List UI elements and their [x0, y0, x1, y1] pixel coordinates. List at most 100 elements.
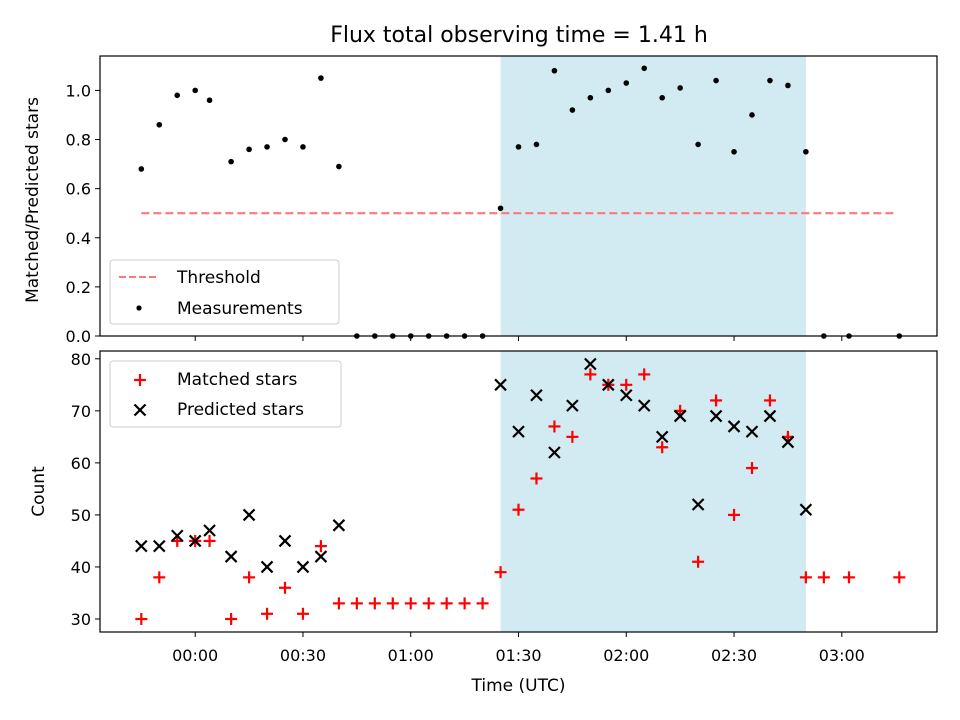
panel-count: 30 40 50 60 70 80 00:00 00:30 01:00 01:30 02:00 02…	[29, 350, 938, 696]
matched-star-point	[656, 441, 669, 454]
measurement-point	[318, 75, 324, 81]
y-ratio-tick-label: 0.8	[66, 131, 91, 150]
matched-star-point	[135, 612, 148, 625]
legend-count: Matched stars Predicted stars	[109, 360, 342, 428]
measurement-point	[731, 148, 737, 155]
matched-star-point	[620, 378, 633, 391]
measurement-point	[282, 136, 288, 143]
matched-star-point	[494, 566, 507, 579]
predicted-star-point	[278, 534, 292, 548]
measurement-point	[785, 82, 791, 89]
measurement-point	[749, 112, 755, 118]
matched-star-point	[893, 571, 906, 584]
predicted-star-point	[745, 425, 759, 438]
measurement-point	[767, 77, 773, 84]
matched-star-point	[386, 597, 399, 610]
matched-star-point	[763, 394, 776, 407]
predicted-star-point	[260, 560, 274, 574]
matched-star-point	[817, 571, 830, 584]
predicted-star-point	[584, 357, 597, 371]
measurement-point	[300, 144, 306, 150]
measurement-point	[497, 205, 504, 212]
y-ratio-tick-label: 0.0	[66, 327, 91, 346]
predicted-star-point	[781, 435, 795, 449]
predicted-star-point	[152, 539, 166, 553]
matched-star-point	[203, 534, 216, 547]
legend-plus-marker	[134, 374, 146, 386]
predicted-star-point	[188, 534, 202, 548]
x-axis-label: Time (UTC)	[471, 676, 566, 696]
matched-star-point	[548, 420, 561, 433]
measurement-point	[677, 85, 683, 91]
y-count-tick-label: 80	[71, 350, 91, 369]
measurement-point	[206, 97, 213, 104]
predicted-star-point	[224, 550, 238, 563]
y-axis-label-ratio: Matched/Predicted stars	[23, 97, 43, 303]
predicted-star-point	[314, 550, 328, 563]
measurement-point	[156, 121, 163, 128]
predicted-star-point	[135, 539, 148, 553]
matched-star-point	[314, 540, 327, 553]
matched-star-point	[458, 597, 471, 610]
y-axis-label-count: Count	[29, 466, 49, 517]
matched-star-point	[745, 462, 758, 475]
matched-star-point	[692, 555, 705, 568]
predicted-star-point	[709, 409, 723, 423]
legend-ratio: Threshold Measurements	[109, 259, 340, 325]
predicted-star-point	[296, 560, 310, 574]
legend-box-ratio	[109, 259, 340, 325]
measurement-point	[533, 141, 540, 148]
matched-star-point	[799, 571, 812, 584]
legend-measurements-label: Measurements	[177, 299, 303, 319]
predicted-star-point	[512, 425, 525, 438]
predicted-star-point	[332, 519, 346, 532]
predicted-star-point	[242, 508, 256, 522]
measurement-point	[246, 146, 252, 153]
legend-predicted-swatch	[133, 403, 147, 417]
x-tick-label: 02:30	[711, 646, 757, 665]
legend-matched-swatch	[134, 374, 146, 386]
matched-star-point	[243, 571, 256, 584]
matched-star-point	[350, 597, 363, 610]
y-count-tick-label: 40	[71, 558, 91, 577]
matched-star-point	[404, 597, 417, 610]
matched-star-point	[440, 597, 453, 610]
measurement-point	[803, 148, 809, 155]
legend-measurements-swatch	[136, 305, 142, 311]
ratio-marks	[138, 65, 903, 339]
matched-star-point	[422, 597, 435, 610]
x-tick-label: 00:00	[172, 646, 218, 665]
measurement-point	[623, 80, 630, 86]
predicted-star-point	[637, 399, 651, 412]
measurement-point	[605, 87, 612, 94]
y-ratio-tick-label: 0.4	[66, 229, 91, 248]
matched-star-point	[728, 508, 741, 521]
measurement-point	[228, 158, 234, 165]
measurement-point	[138, 166, 145, 172]
measurement-point	[569, 107, 576, 113]
matched-star-point	[368, 597, 381, 610]
observing-window-shade-top	[500, 56, 806, 336]
measurement-point	[192, 87, 198, 94]
matched-star-point	[332, 597, 345, 610]
predicted-star-point	[727, 420, 741, 433]
legend-box-count	[109, 360, 342, 428]
measurement-point	[587, 94, 594, 101]
measurement-point	[515, 144, 522, 150]
measurement-point	[551, 67, 558, 74]
predicted-star-point	[566, 399, 579, 412]
predicted-star-point	[673, 409, 687, 423]
y-count-tick-label: 60	[71, 454, 91, 473]
measurement-point	[659, 94, 665, 101]
predicted-star-point	[203, 524, 216, 537]
matched-star-point	[842, 571, 855, 584]
y-ratio-tick-label: 1.0	[66, 81, 91, 100]
observing-window-shade-bottom	[500, 351, 806, 632]
y-axis-count: 30 40 50 60 70 80	[71, 350, 100, 629]
count-marks	[135, 357, 906, 625]
x-tick-label: 03:00	[819, 646, 865, 665]
y-ratio-tick-label: 0.6	[66, 180, 91, 199]
x-axis-time: 00:00 00:30 01:00 01:30 02:00 02:30 03:00	[172, 632, 865, 665]
